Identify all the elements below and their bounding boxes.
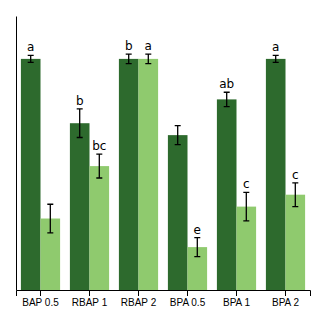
error-bar: [194, 238, 200, 257]
error-bar: [77, 109, 83, 138]
bar-series: [41, 54, 306, 290]
bar: [217, 99, 237, 290]
error-bar: [273, 55, 279, 62]
annotation: e: [194, 223, 201, 237]
annotation: a: [27, 40, 34, 54]
tick-label: RBAP 2: [121, 297, 157, 308]
tick-mark: [40, 290, 41, 296]
error-bar: [145, 54, 151, 64]
error-bar: [47, 204, 53, 233]
tick-label: BAP 0.5: [22, 297, 59, 308]
axis-line: [17, 291, 311, 297]
tick-mark: [138, 290, 139, 296]
tick-mark: [187, 290, 188, 296]
bar: [90, 166, 110, 290]
tick-label: RBAP 1: [72, 297, 108, 308]
tick: BPA 2: [272, 290, 299, 308]
bar: [119, 59, 139, 290]
annotation: a: [272, 40, 279, 54]
bar: [139, 59, 159, 290]
tick-label: BPA 2: [272, 297, 299, 308]
annotation: b: [125, 39, 133, 53]
tick: BAP 0.5: [22, 290, 59, 308]
error-bar: [175, 126, 181, 145]
error-bar: [292, 183, 298, 207]
tick-label: BPA 0.5: [170, 297, 206, 308]
bar: [266, 59, 286, 290]
bar-series: [21, 54, 286, 290]
plot-area: [21, 54, 305, 290]
tick-label: BPA 1: [223, 297, 250, 308]
error-bar: [224, 92, 230, 106]
error-bar: [96, 154, 102, 178]
tick: BPA 0.5: [170, 290, 206, 308]
annotation: b: [76, 94, 84, 108]
tick-mark: [236, 290, 237, 296]
tick-mark: [285, 290, 286, 296]
bar: [168, 135, 188, 290]
y-axis: [16, 17, 17, 291]
error-bar: [243, 192, 249, 221]
bar: [70, 123, 90, 290]
bar: [286, 195, 306, 290]
annotation: ab: [219, 77, 234, 91]
x-axis: BAP 0.5 RBAP 1 RBAP 2 BPA 0.5 BPA 1 BPA 2: [17, 290, 311, 308]
annotation: c: [292, 168, 299, 182]
tick: BPA 1: [223, 290, 250, 308]
tick: RBAP 1: [72, 290, 108, 308]
tick-mark: [89, 290, 90, 296]
annotation: bc: [92, 139, 106, 153]
chart: abbababcaeccBAP 0.5RBAP 1RBAP 2BPA 0.5BP…: [0, 0, 320, 320]
error-bar: [126, 54, 132, 64]
error-bar: [28, 55, 34, 62]
significance-labels: abbababcaecc: [27, 39, 299, 236]
annotation: a: [145, 39, 152, 53]
tick: RBAP 2: [121, 290, 157, 308]
bar: [21, 59, 41, 290]
annotation: c: [243, 177, 250, 191]
axis-line: [16, 17, 17, 291]
